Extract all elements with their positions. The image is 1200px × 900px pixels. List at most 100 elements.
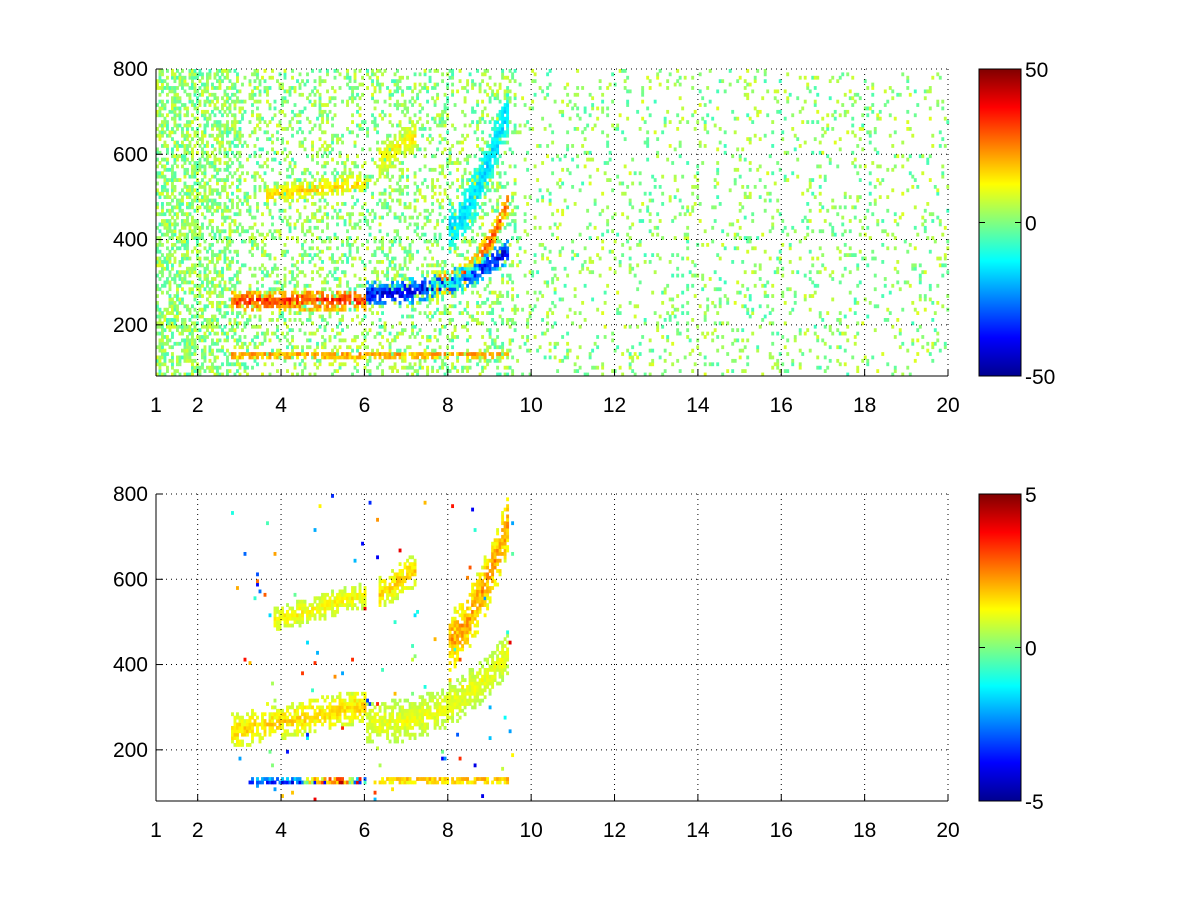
heatmap-cell: [276, 348, 279, 353]
heatmap-cell: [211, 161, 214, 165]
heatmap-cell: [206, 280, 209, 285]
heatmap-cell: [191, 69, 194, 73]
heatmap-cell: [191, 328, 194, 333]
heatmap-cell: [278, 86, 282, 90]
heatmap-cell: [503, 92, 507, 97]
heatmap-cell: [306, 181, 309, 186]
heatmap-cell: [318, 99, 322, 104]
heatmap-cell: [323, 355, 327, 360]
heatmap-cell: [276, 188, 279, 193]
heatmap-cell: [281, 300, 284, 305]
heatmap-cell: [511, 287, 515, 292]
heatmap-cell: [163, 195, 167, 200]
heatmap-cell: [203, 181, 207, 186]
heatmap-cell: [448, 304, 452, 309]
heatmap-cell: [238, 280, 242, 285]
heatmap-cell: [308, 225, 312, 230]
heatmap-cell: [448, 225, 452, 230]
heatmap-cell: [201, 232, 204, 237]
heatmap-cell: [283, 89, 287, 94]
heatmap-cell: [166, 318, 169, 322]
heatmap-cell: [176, 273, 179, 278]
heatmap-cell: [251, 96, 254, 101]
heatmap-cell: [253, 195, 257, 200]
heatmap-cell: [386, 253, 389, 258]
heatmap-cell: [331, 253, 334, 258]
heatmap-cell: [216, 140, 219, 145]
heatmap-cell: [411, 365, 415, 370]
heatmap-cell: [408, 205, 412, 210]
heatmap-cell: [263, 249, 267, 254]
heatmap-cell: [166, 150, 169, 155]
heatmap-cell: [318, 79, 322, 84]
heatmap-cell: [426, 86, 430, 90]
heatmap-cell: [468, 184, 472, 189]
heatmap-cell: [203, 324, 207, 329]
heatmap-cell: [328, 246, 332, 251]
heatmap-cell: [363, 338, 367, 343]
heatmap-cell: [213, 113, 217, 118]
heatmap-cell: [198, 103, 202, 107]
heatmap-cell: [411, 144, 415, 148]
heatmap-cell: [381, 72, 384, 77]
heatmap-cell: [263, 236, 267, 240]
heatmap-cell: [291, 69, 294, 73]
heatmap-cell: [393, 290, 397, 295]
heatmap-cell: [203, 167, 207, 172]
heatmap-cell: [331, 86, 334, 90]
heatmap-cell: [418, 300, 422, 305]
heatmap-cell: [481, 99, 485, 104]
heatmap-cell: [246, 318, 249, 322]
heatmap-cell: [238, 181, 242, 186]
heatmap-cell: [171, 345, 174, 350]
heatmap-cell: [451, 225, 455, 230]
heatmap-cell: [291, 184, 294, 189]
heatmap-cell: [171, 174, 174, 179]
heatmap-cell: [436, 338, 440, 343]
heatmap-cell: [473, 266, 477, 271]
heatmap-cell: [201, 236, 204, 240]
heatmap-cell: [206, 109, 209, 114]
heatmap-cell: [258, 164, 262, 169]
heatmap-cell: [478, 355, 482, 360]
heatmap-cell: [171, 208, 174, 213]
heatmap-cell: [183, 181, 187, 186]
heatmap-cell: [293, 283, 297, 288]
heatmap-cell: [466, 154, 470, 159]
heatmap-cell: [226, 304, 229, 309]
heatmap-cell: [296, 198, 299, 203]
heatmap-cell: [168, 89, 172, 94]
heatmap-cell: [333, 178, 337, 182]
heatmap-cell: [256, 355, 259, 360]
heatmap-cell: [438, 123, 442, 128]
heatmap-cell: [188, 75, 192, 80]
heatmap-cell: [533, 79, 537, 84]
heatmap-cell: [321, 280, 324, 285]
heatmap-cell: [193, 283, 197, 288]
heatmap-cell: [508, 318, 512, 322]
heatmap-cell: [191, 219, 194, 223]
heatmap-cell: [263, 300, 267, 305]
heatmap-cell: [371, 219, 374, 223]
heatmap-cell: [471, 120, 475, 124]
heatmap-cell: [498, 300, 502, 305]
heatmap-cell: [226, 191, 229, 196]
heatmap-cell: [171, 321, 174, 326]
heatmap-cell: [241, 82, 244, 87]
heatmap-cell: [156, 157, 159, 162]
heatmap-cell: [238, 178, 242, 182]
heatmap-cell: [408, 140, 412, 145]
heatmap-cell: [183, 103, 187, 107]
heatmap-cell: [243, 352, 247, 356]
heatmap-cell: [436, 300, 440, 305]
heatmap-cell: [481, 266, 485, 271]
heatmap-cell: [168, 297, 172, 302]
heatmap-cell: [348, 174, 352, 179]
heatmap-cell: [346, 69, 349, 73]
heatmap-cell: [486, 249, 490, 254]
heatmap-cell: [218, 120, 222, 124]
heatmap-cell: [328, 335, 332, 339]
heatmap-cell: [473, 167, 477, 172]
heatmap-cell: [386, 287, 389, 292]
heatmap-cell: [291, 126, 294, 131]
